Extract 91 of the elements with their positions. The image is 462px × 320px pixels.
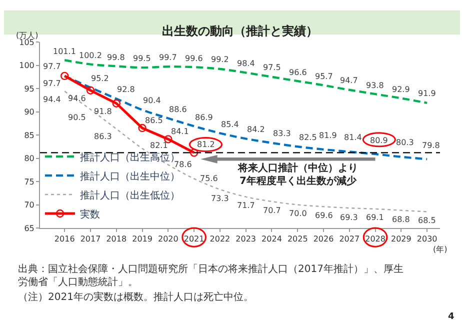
x-axis-title: (年) xyxy=(433,245,448,254)
data-label: 81.9 xyxy=(319,131,337,140)
y-tick-label: 70 xyxy=(24,200,34,210)
data-label: 90.4 xyxy=(143,96,161,105)
annotation: 将来人口推計（中位）より 7年程度早く出生数が減少 xyxy=(237,162,358,187)
data-label: 91.8 xyxy=(94,107,112,116)
data-label: 80.3 xyxy=(396,138,414,147)
data-label: 69.1 xyxy=(366,213,384,222)
data-label: 83.3 xyxy=(273,129,291,138)
data-label: 94.6 xyxy=(68,94,86,103)
data-label: 95.7 xyxy=(315,72,333,81)
point xyxy=(190,148,198,157)
data-label: 82.5 xyxy=(299,133,317,142)
text: 4 xyxy=(448,312,454,320)
x-tick-label: 2030 xyxy=(416,234,438,244)
data-label: 91.9 xyxy=(418,89,436,98)
y-tick-label: 65 xyxy=(24,224,34,233)
data-label: 70.0 xyxy=(289,209,307,218)
data-label: 99.5 xyxy=(133,54,151,63)
data-label: 90.5 xyxy=(68,113,86,122)
data-label: 93.8 xyxy=(366,81,384,90)
x-tick-label: 2028 xyxy=(365,234,386,244)
data-label: 100.2 xyxy=(79,51,102,60)
data-label: 86.9 xyxy=(195,113,213,122)
point xyxy=(112,99,120,108)
y-tick-label: 105 xyxy=(19,38,34,47)
point xyxy=(86,86,95,94)
data-label: 94.4 xyxy=(43,95,61,104)
y-tick-label: 90 xyxy=(24,108,34,117)
x-tick-label: 2021 xyxy=(184,234,204,244)
data-label: 81.2 xyxy=(197,140,215,149)
data-label: 94.7 xyxy=(340,76,358,85)
data-label: 99.8 xyxy=(107,53,125,62)
x-tick-label: 2027 xyxy=(339,234,360,244)
x-tick-label: 2018 xyxy=(106,234,127,244)
legend-label: 推計人口（出生低位） xyxy=(80,189,180,202)
x-tick-label: 2019 xyxy=(132,234,152,244)
point xyxy=(138,124,146,132)
data-label: 98.4 xyxy=(237,59,255,68)
point xyxy=(60,72,69,80)
data-label: 84.2 xyxy=(247,125,265,134)
data-label: 84.1 xyxy=(171,127,189,136)
x-tick-label: 2017 xyxy=(80,234,101,244)
data-label: 82.1 xyxy=(150,141,168,150)
legend-label: 推計人口（出生中位） xyxy=(80,170,180,182)
data-label: 95.2 xyxy=(91,74,109,83)
x-tick-label: 2026 xyxy=(313,234,334,244)
point xyxy=(164,135,172,144)
data-label: 97.7 xyxy=(43,79,61,88)
x-tick-label: 2024 xyxy=(262,234,282,244)
data-label: 99.2 xyxy=(211,55,229,64)
chart-title: 出生数の動向（推計と実績） xyxy=(162,24,318,38)
data-label: 88.6 xyxy=(169,105,187,114)
y-tick-label: 95 xyxy=(24,84,34,94)
y-tick-label: 80 xyxy=(24,154,34,164)
data-label: 86.3 xyxy=(94,132,112,141)
data-label: 71.7 xyxy=(237,201,255,210)
data-label: 69.6 xyxy=(315,211,333,220)
data-label: 75.6 xyxy=(200,174,218,183)
x-tick-label: 2016 xyxy=(54,234,75,244)
data-label: 73.3 xyxy=(211,194,229,203)
data-label: 99.7 xyxy=(159,53,177,62)
y-tick-label: 75 xyxy=(24,177,34,186)
data-label: 70.7 xyxy=(263,206,281,215)
data-label: 96.6 xyxy=(289,68,307,77)
data-label: 68.8 xyxy=(392,215,410,224)
data-label: 86.5 xyxy=(145,116,163,125)
data-label: 97.5 xyxy=(263,63,281,72)
x-tick-label: 2023 xyxy=(236,234,256,244)
y-tick-label: 85 xyxy=(24,130,34,140)
x-tick-label: 2029 xyxy=(390,234,412,244)
x-tick-label: 2020 xyxy=(158,234,178,244)
legend-label: 実数 xyxy=(80,208,100,220)
data-label: 69.3 xyxy=(340,213,358,222)
data-label: 78.6 xyxy=(174,160,192,169)
data-label: 80.9 xyxy=(370,136,388,145)
data-label: 101.1 xyxy=(53,47,76,56)
data-label: 68.5 xyxy=(418,216,436,225)
data-label: 97.7 xyxy=(43,62,61,71)
y-tick-label: 100 xyxy=(19,61,34,70)
x-tick-label: 2022 xyxy=(210,234,230,244)
source-note: 出典：国立社会保障・人口問題研究所「日本の将来推計人口（2017年推計）」、厚生労働省「人口動態統計」。 xyxy=(18,263,404,288)
data-label: 81.4 xyxy=(344,133,362,142)
data-label: 85.4 xyxy=(221,120,239,129)
text: （注）2021年の実数は概数。推計人口は死亡中位。 xyxy=(18,291,254,303)
data-label: 79.8 xyxy=(422,141,440,150)
x-tick-label: 2025 xyxy=(287,234,308,244)
data-label: 99.6 xyxy=(185,54,203,63)
y-axis-title: (万人) xyxy=(16,31,38,40)
data-label: 92.9 xyxy=(392,85,410,94)
data-label: 92.8 xyxy=(117,85,135,94)
